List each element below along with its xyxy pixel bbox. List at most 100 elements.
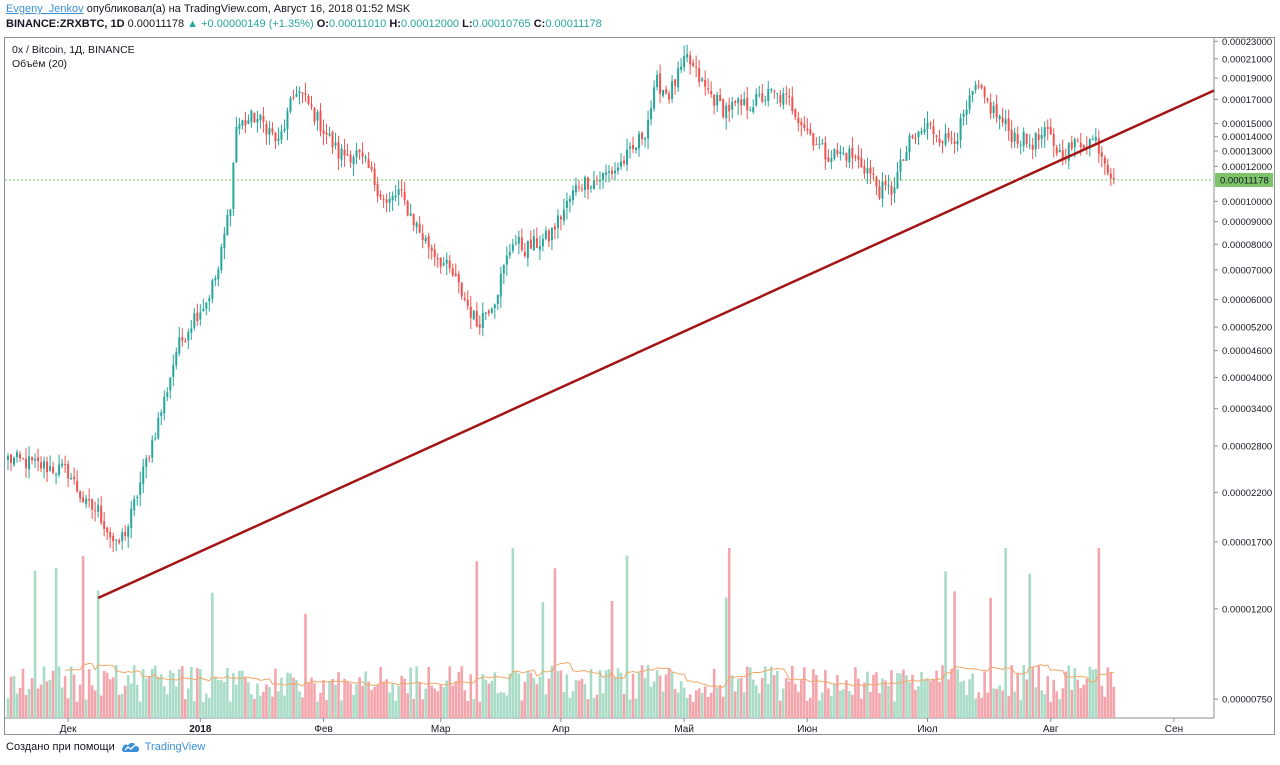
candle-body (64, 463, 67, 466)
volume-bar (703, 686, 707, 718)
volume-bar (1037, 665, 1041, 718)
candle-body (890, 185, 893, 195)
candle-body (310, 104, 313, 107)
candle-body (950, 138, 953, 140)
candle-body (43, 461, 46, 469)
volume-bar (953, 591, 956, 718)
volume-bar (132, 665, 136, 718)
volume-bar (730, 675, 734, 718)
candle-body (562, 209, 565, 221)
volume-bar (310, 677, 313, 718)
volume-bar (30, 677, 34, 718)
volume-bar (781, 688, 785, 718)
candle-body (373, 168, 376, 185)
candle-body (550, 227, 553, 241)
volume-bar (1085, 678, 1089, 718)
volume-bar (78, 684, 82, 718)
candle-body (755, 93, 758, 106)
candle-body (31, 457, 34, 461)
candle-body (241, 120, 244, 126)
candle-body (1100, 152, 1103, 157)
chart-legend-title: 0x / Bitcoin, 1Д, BINANCE (12, 44, 135, 56)
candle-body (292, 96, 295, 98)
candle-body (746, 97, 749, 111)
volume-bar (1106, 667, 1110, 718)
candle-body (779, 94, 782, 103)
candle-body (256, 119, 259, 123)
volume-bar (262, 691, 265, 718)
volume-bar (583, 684, 587, 718)
candle-body (959, 118, 962, 141)
published-text: опубликовал(а) на TradingView.com, Авгус… (86, 3, 411, 15)
volume-bar (965, 695, 968, 718)
volume-bar (54, 568, 58, 718)
candle-body (650, 108, 653, 120)
candle-body (668, 93, 671, 100)
volume-bar (920, 671, 923, 718)
volume-bar (709, 692, 713, 718)
y-tick-label: 0.00009000 (1222, 217, 1272, 228)
volume-bar (1070, 689, 1074, 718)
volume-bar (884, 680, 887, 718)
candle-body (403, 191, 406, 201)
candle-body (19, 453, 22, 459)
close-value: 0.00011178 (545, 18, 602, 30)
volume-bar (538, 676, 542, 718)
candle-body (22, 458, 25, 460)
volume-bar (69, 666, 73, 718)
author-link[interactable]: Evgeny_Jenkov (6, 3, 84, 15)
candle-body (989, 102, 992, 114)
volume-bar (84, 699, 88, 718)
candle-body (331, 132, 334, 148)
tradingview-brand-link[interactable]: TradingView (121, 741, 205, 753)
candle-body (662, 89, 665, 96)
candle-body (869, 167, 872, 174)
candle-body (695, 66, 698, 68)
volume-bar (992, 688, 995, 718)
volume-bar (800, 679, 803, 718)
candle-body (442, 263, 445, 266)
volume-bar (658, 675, 662, 718)
volume-bar (129, 683, 133, 718)
candle-body (761, 93, 764, 103)
volume-bar (400, 675, 403, 718)
candle-body (947, 132, 950, 139)
candle-body (1007, 118, 1010, 131)
candle-body (1022, 131, 1025, 146)
volume-bar (586, 699, 590, 718)
candle-body (415, 222, 418, 227)
volume-bar (463, 690, 467, 718)
volume-bar (788, 681, 791, 718)
volume-bar (418, 681, 421, 718)
candle-body (1079, 142, 1082, 148)
candle-body (920, 131, 923, 134)
volume-bar (1064, 671, 1068, 718)
candle-body (824, 142, 827, 160)
candle-body (529, 239, 532, 249)
volume-bar (544, 694, 548, 718)
volume-bar (980, 697, 983, 718)
volume-bar (881, 678, 884, 718)
volume-bar (667, 667, 671, 718)
chart-frame[interactable] (4, 37, 1275, 735)
volume-bar (679, 681, 683, 718)
candle-body (112, 536, 115, 542)
volume-bar (18, 687, 22, 718)
volume-bar (367, 681, 370, 718)
volume-bar (496, 693, 500, 718)
y-tick-label: 0.00017000 (1222, 95, 1272, 106)
candle-body (139, 482, 142, 496)
candle-body (716, 94, 719, 106)
candle-body (845, 152, 848, 161)
volume-bar (1001, 690, 1004, 718)
support-trendline[interactable] (97, 89, 1215, 600)
volume-bar (974, 698, 977, 718)
volume-bar (325, 700, 328, 718)
candle-body (743, 98, 746, 105)
candle-body (268, 128, 271, 135)
volume-bar (971, 673, 974, 718)
candle-body (430, 247, 433, 251)
volume-bar (520, 700, 524, 718)
candle-body (962, 113, 965, 117)
